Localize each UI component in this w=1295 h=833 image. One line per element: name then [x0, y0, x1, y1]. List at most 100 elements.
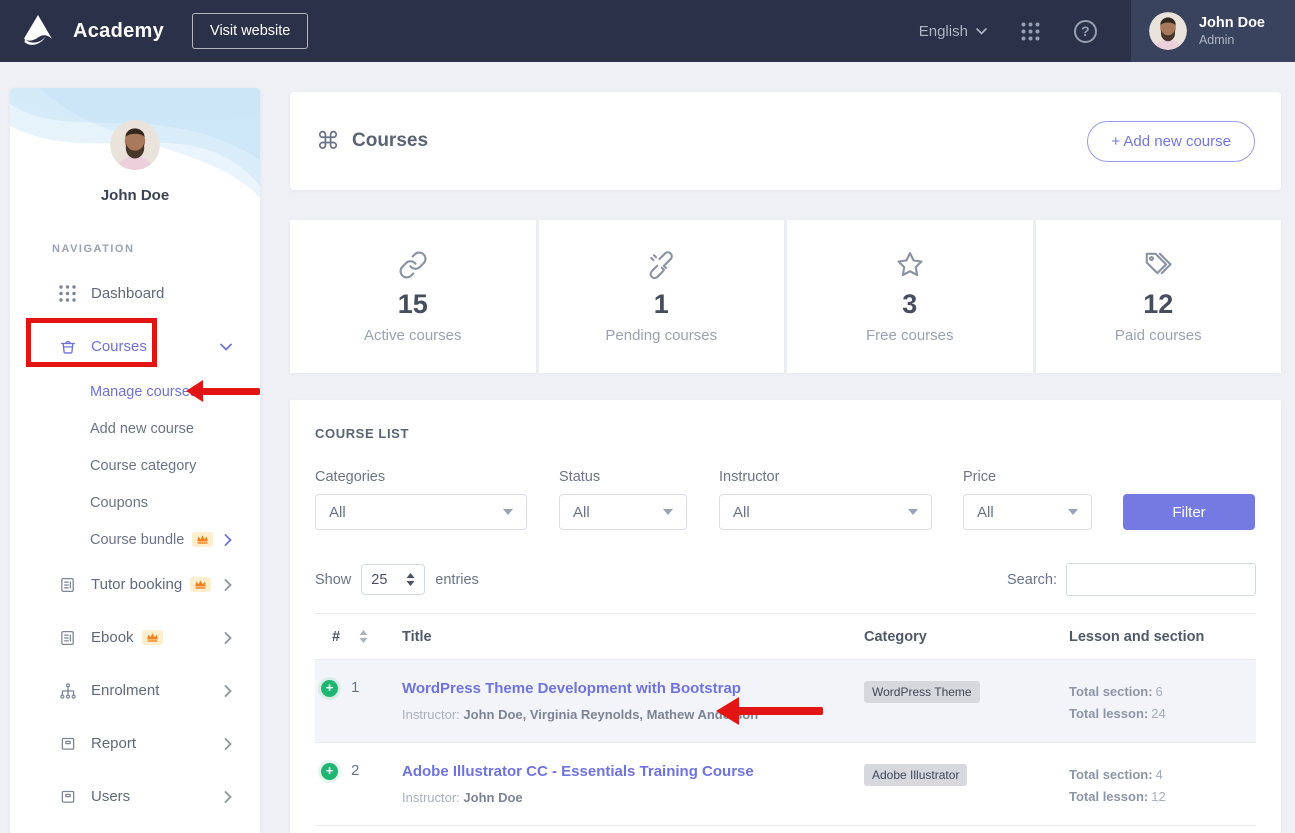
brand-title: Academy [73, 19, 165, 42]
sort-icon[interactable] [359, 630, 368, 643]
sidebar-item-coupons[interactable]: Coupons [90, 494, 149, 511]
command-icon: ⌘ [316, 127, 340, 155]
nav-section-heading: NAVIGATION [52, 243, 135, 255]
chevron-down-icon [976, 27, 987, 35]
user-avatar [1148, 12, 1187, 50]
sidebar-item-courses[interactable]: Courses [10, 320, 260, 373]
filter-row: Categories All Status All Instructor All… [315, 469, 1256, 530]
search-label: Search: [1007, 571, 1057, 588]
stats-row: 15 Active courses 1 Pending courses 3 Fr… [290, 220, 1281, 373]
sidebar-item-dashboard[interactable]: Dashboard [10, 267, 260, 320]
price-select[interactable]: All [963, 494, 1092, 530]
page-title: ⌘ Courses [316, 127, 429, 155]
column-title: Title [402, 628, 432, 645]
link-icon [398, 250, 428, 280]
chevron-right-icon [224, 631, 232, 644]
crown-icon [141, 630, 163, 645]
status-select[interactable]: All [559, 494, 687, 530]
language-dropdown[interactable]: English [919, 23, 987, 40]
help-icon[interactable]: ? [1073, 19, 1097, 43]
chevron-right-icon [224, 684, 232, 697]
chevron-down-icon [220, 343, 232, 351]
academy-logo-icon [18, 11, 58, 51]
stat-active-courses: 15 Active courses [290, 220, 536, 373]
stepper-icon [406, 573, 415, 586]
archive-box-icon [59, 735, 77, 752]
expand-row-button[interactable]: + [321, 763, 338, 780]
chevron-right-icon [224, 737, 232, 750]
instructor-line: Instructor: John Doe, Virginia Reynolds,… [402, 707, 759, 722]
document-icon [59, 629, 77, 647]
course-list-card: COURSE LIST Categories All Status All In… [290, 400, 1281, 833]
page-size-select[interactable]: 25 [361, 564, 426, 595]
star-icon [895, 250, 925, 280]
lesson-section-cell: Total section: 6 Total lesson: 24 [1069, 684, 1166, 721]
user-role: Admin [1198, 33, 1235, 47]
filter-label-categories: Categories [315, 469, 386, 485]
chevron-right-icon [224, 533, 232, 546]
bucket-icon [59, 337, 77, 356]
sidebar-item-manage-courses[interactable]: Manage courses [90, 383, 198, 400]
lesson-section-cell: Total section: 4 Total lesson: 12 [1069, 767, 1166, 804]
show-label: Show [315, 571, 352, 588]
user-menu[interactable]: John Doe Admin [1130, 0, 1295, 62]
category-badge: WordPress Theme [864, 681, 980, 703]
categories-select[interactable]: All [315, 494, 527, 530]
archive-box-icon [59, 788, 77, 805]
caret-down-icon [908, 509, 918, 515]
caret-down-icon [1068, 509, 1078, 515]
course-list-heading: COURSE LIST [315, 426, 409, 441]
caret-down-icon [503, 509, 513, 515]
table-row: + 2 Adobe Illustrator CC - Essentials Tr… [315, 743, 1256, 826]
grid-icon [59, 285, 77, 302]
course-title-link[interactable]: Adobe Illustrator CC - Essentials Traini… [402, 763, 754, 780]
column-category: Category [864, 628, 927, 645]
stat-pending-courses: 1 Pending courses [538, 220, 784, 373]
filter-button[interactable]: Filter [1123, 494, 1255, 530]
search-input[interactable] [1066, 563, 1256, 596]
crown-icon [192, 532, 214, 547]
sidebar-item-course-category[interactable]: Course category [90, 457, 197, 474]
crown-icon [190, 577, 212, 592]
apps-grid-icon[interactable] [1021, 22, 1040, 41]
column-num: # [332, 628, 341, 645]
top-navbar: Academy Visit website English ? [0, 0, 1295, 62]
page-header: ⌘ Courses + Add new course [290, 92, 1281, 190]
instructor-line: Instructor: John Doe [402, 790, 523, 805]
sidebar-item-users[interactable]: Users [10, 770, 260, 823]
profile-name: John Doe [100, 187, 170, 204]
filter-label-status: Status [559, 469, 601, 485]
caret-down-icon [663, 509, 673, 515]
document-icon [59, 576, 77, 594]
broken-link-icon [646, 250, 676, 280]
entries-label: entries [435, 571, 479, 588]
sidebar-item-ebook[interactable]: Ebook [10, 611, 260, 664]
stat-free-courses: 3 Free courses [787, 220, 1033, 373]
table-row: + 1 WordPress Theme Development with Boo… [315, 660, 1256, 743]
profile-avatar [110, 120, 160, 170]
chevron-right-icon [224, 790, 232, 803]
expand-row-button[interactable]: + [321, 680, 338, 697]
sidebar: John Doe NAVIGATION Dashboard [10, 88, 260, 833]
column-lesson: Lesson and section [1069, 628, 1205, 645]
sidebar-item-tutor-booking[interactable]: Tutor booking [10, 558, 260, 611]
sitemap-icon [59, 682, 77, 700]
visit-website-button[interactable]: Visit website [192, 13, 309, 49]
sidebar-item-add-new-course[interactable]: Add new course [90, 420, 194, 437]
stat-paid-courses: 12 Paid courses [1035, 220, 1281, 373]
course-table: # Title Category Lesson and section + 1 … [315, 613, 1256, 826]
sidebar-item-report[interactable]: Report [10, 717, 260, 770]
sidebar-item-course-bundle[interactable]: Course bundle [10, 521, 260, 558]
add-new-course-button[interactable]: + Add new course [1087, 120, 1255, 162]
user-name: John Doe [1198, 15, 1265, 31]
filter-label-instructor: Instructor [719, 469, 780, 485]
tags-icon [1143, 250, 1173, 280]
sidebar-item-enrolment[interactable]: Enrolment [10, 664, 260, 717]
course-title-link[interactable]: WordPress Theme Development with Bootstr… [402, 680, 741, 697]
category-badge: Adobe Illustrator [864, 764, 968, 786]
table-header: # Title Category Lesson and section [315, 613, 1256, 660]
instructor-select[interactable]: All [719, 494, 932, 530]
chevron-right-icon [224, 578, 232, 591]
filter-label-price: Price [963, 469, 997, 485]
entries-row: Show 25 entries Search: [315, 563, 1256, 596]
